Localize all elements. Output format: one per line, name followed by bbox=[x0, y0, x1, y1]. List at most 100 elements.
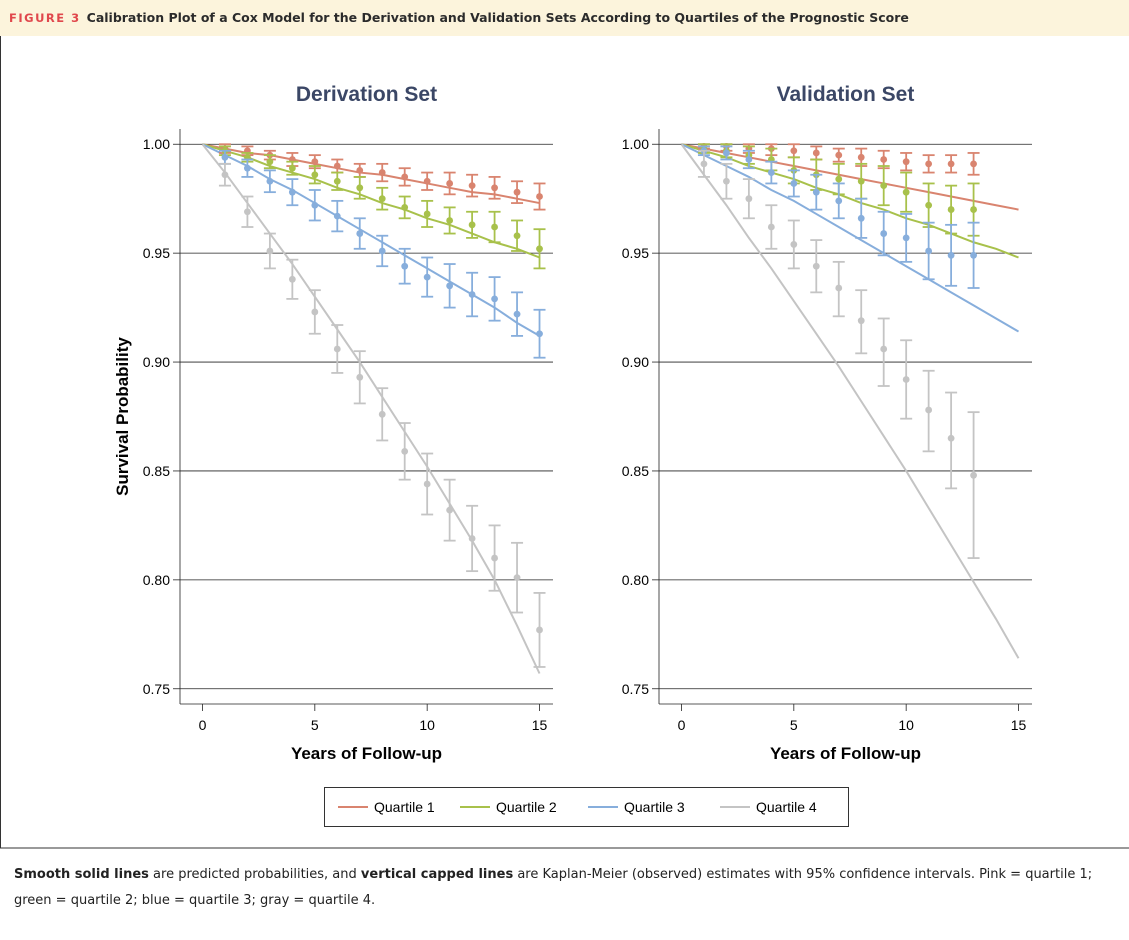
observed-point bbox=[835, 197, 843, 205]
observed-point bbox=[333, 345, 341, 353]
observed-point bbox=[446, 506, 454, 514]
observed-point bbox=[857, 153, 865, 161]
observed-point bbox=[536, 193, 543, 200]
y-tick-label: 0.85 bbox=[622, 463, 649, 479]
observed-point bbox=[311, 158, 319, 166]
observed-point bbox=[745, 156, 753, 163]
observed-point bbox=[767, 169, 775, 176]
panel-title: Derivation Set bbox=[296, 83, 437, 106]
observed-point bbox=[401, 173, 409, 181]
y-tick-label: 0.90 bbox=[622, 354, 649, 370]
x-tick-label: 0 bbox=[199, 717, 207, 733]
observed-point bbox=[902, 376, 910, 383]
observed-point bbox=[333, 162, 341, 170]
predicted-line bbox=[202, 143, 540, 259]
observed-point bbox=[446, 180, 454, 187]
observed-point bbox=[333, 212, 341, 220]
observed-point bbox=[880, 156, 888, 163]
observed-point bbox=[288, 164, 296, 172]
caption-text: are Kaplan-Meier (observed) estimates wi… bbox=[14, 867, 1093, 908]
y-tick-label: 0.75 bbox=[622, 681, 649, 697]
observed-point bbox=[446, 282, 454, 290]
x-tick-label: 15 bbox=[1011, 717, 1027, 733]
observed-point bbox=[880, 230, 888, 237]
observed-point bbox=[536, 245, 543, 253]
observed-point bbox=[288, 275, 296, 283]
observed-point bbox=[970, 206, 977, 213]
observed-point bbox=[925, 201, 933, 209]
caption-bold: Smooth solid lines bbox=[14, 867, 149, 882]
observed-point bbox=[311, 201, 319, 209]
legend-label: Quartile 1 bbox=[374, 799, 435, 815]
observed-point bbox=[423, 273, 431, 281]
observed-point bbox=[857, 214, 865, 222]
observed-point bbox=[812, 149, 820, 157]
observed-point bbox=[468, 182, 476, 190]
x-tick-label: 15 bbox=[532, 717, 548, 733]
observed-point bbox=[723, 177, 730, 185]
observed-point bbox=[513, 188, 521, 196]
observed-point bbox=[468, 535, 476, 542]
observed-point bbox=[513, 310, 521, 318]
y-tick-label: 0.80 bbox=[143, 572, 170, 588]
y-axis-label: Survival Probability bbox=[113, 337, 132, 496]
observed-point bbox=[700, 160, 708, 168]
observed-point bbox=[378, 195, 386, 203]
observed-point bbox=[947, 206, 955, 213]
caption-text: are predicted probabilities, and bbox=[148, 867, 361, 882]
observed-point bbox=[221, 171, 229, 179]
legend-label: Quartile 4 bbox=[756, 799, 817, 815]
x-tick-label: 10 bbox=[898, 717, 914, 733]
observed-point bbox=[513, 232, 521, 240]
predicted-line bbox=[202, 143, 541, 337]
observed-point bbox=[266, 158, 274, 166]
observed-point bbox=[536, 626, 543, 634]
observed-point bbox=[947, 434, 955, 442]
observed-point bbox=[925, 406, 933, 414]
chart: Derivation Set 1.00 0.95 0.90 0.85 0.80 0.75 0 5… bbox=[0, 36, 1129, 849]
y-tick-label: 1.00 bbox=[622, 136, 649, 152]
predicted-line bbox=[681, 143, 1019, 211]
observed-point bbox=[244, 208, 251, 216]
observed-point bbox=[812, 262, 820, 270]
observed-point bbox=[333, 177, 341, 185]
observed-point bbox=[401, 262, 409, 270]
observed-point bbox=[266, 247, 274, 255]
predicted-line bbox=[201, 143, 541, 674]
predicted-line bbox=[681, 143, 1020, 333]
y-tick-label: 0.95 bbox=[622, 245, 649, 261]
panel-title: Validation Set bbox=[777, 83, 915, 106]
observed-point bbox=[925, 247, 933, 255]
x-tick-label: 5 bbox=[790, 717, 798, 733]
observed-point bbox=[244, 164, 251, 172]
observed-point bbox=[835, 284, 843, 292]
observed-point bbox=[880, 345, 888, 353]
figure-title: Calibration Plot of a Cox Model for the … bbox=[86, 10, 909, 25]
x-tick-label: 0 bbox=[678, 717, 686, 733]
observed-point bbox=[536, 330, 543, 338]
observed-point bbox=[835, 175, 843, 183]
observed-point bbox=[356, 184, 364, 192]
x-axis-label: Years of Follow-up bbox=[770, 744, 921, 763]
observed-point bbox=[790, 147, 798, 155]
observed-point bbox=[356, 373, 364, 381]
observed-point bbox=[947, 160, 955, 168]
observed-point bbox=[723, 149, 730, 157]
observed-point bbox=[311, 171, 319, 179]
observed-point bbox=[902, 234, 910, 242]
observed-point bbox=[947, 251, 955, 259]
observed-point bbox=[745, 195, 753, 203]
observed-point bbox=[491, 295, 498, 303]
observed-point bbox=[378, 247, 386, 255]
observed-point bbox=[970, 160, 977, 168]
y-tick-label: 0.75 bbox=[143, 681, 170, 697]
predicted-line bbox=[202, 143, 540, 205]
observed-point bbox=[970, 471, 977, 479]
observed-point bbox=[857, 177, 865, 185]
observed-point bbox=[835, 151, 843, 159]
observed-point bbox=[790, 180, 798, 187]
observed-point bbox=[266, 177, 274, 185]
predicted-line bbox=[680, 143, 1020, 659]
observed-point bbox=[790, 241, 798, 248]
